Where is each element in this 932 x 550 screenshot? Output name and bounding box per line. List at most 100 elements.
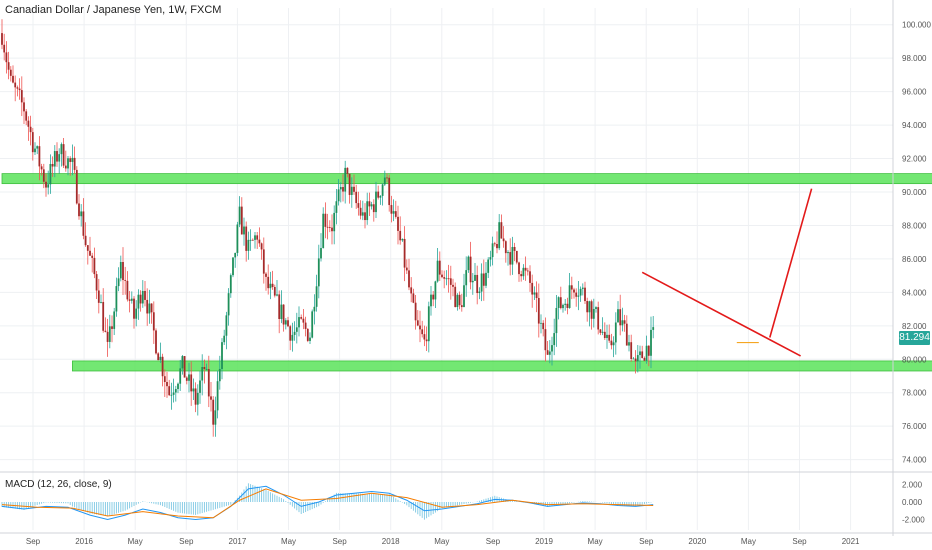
candle [106, 318, 109, 357]
candle [623, 314, 626, 332]
candle [53, 145, 56, 178]
candle-body [331, 227, 333, 232]
candle-body [438, 260, 441, 275]
candle-body [452, 284, 454, 287]
candle [139, 290, 142, 312]
candle [38, 136, 41, 181]
candle-body [432, 294, 435, 300]
candle-body [7, 62, 10, 70]
candle-body [183, 356, 186, 378]
candle-body [247, 239, 250, 251]
candle [458, 291, 461, 310]
candle-body [188, 374, 190, 381]
candle [348, 173, 351, 204]
candle [82, 198, 85, 240]
candle [379, 195, 382, 205]
y-tick-label: 84.000 [902, 288, 927, 297]
candle [537, 283, 540, 338]
candle [368, 192, 371, 216]
candle-body [619, 309, 622, 326]
candle [7, 51, 10, 80]
candle [293, 321, 296, 341]
x-tick-label: 2020 [688, 537, 706, 546]
candle-body [577, 295, 580, 297]
candle [427, 301, 430, 353]
candle [12, 65, 14, 84]
y-tick-label: 74.000 [902, 456, 927, 465]
candle [443, 270, 446, 289]
candle-body [471, 280, 474, 283]
candle [438, 251, 441, 281]
candle [489, 250, 492, 267]
candle-body [628, 342, 630, 346]
candle [355, 184, 358, 209]
candle-body [511, 246, 514, 265]
y-tick-label: 98.000 [902, 54, 927, 63]
y-tick-label: 96.000 [902, 88, 927, 97]
candle [201, 354, 204, 396]
x-tick-label: Sep [332, 537, 347, 546]
candle-body [300, 317, 303, 319]
candle [434, 280, 437, 308]
y-tick-label: 80.000 [902, 355, 927, 364]
candle [188, 362, 190, 393]
candle-body [559, 297, 562, 309]
candle [559, 286, 562, 310]
candle [218, 355, 221, 390]
x-tick-label: May [741, 537, 756, 546]
candle [513, 242, 516, 262]
macd-line [1, 485, 654, 521]
x-tick-label: 2016 [75, 537, 93, 546]
candle-body [608, 334, 611, 341]
candle [463, 273, 465, 308]
candle-body [95, 274, 98, 291]
candle [408, 258, 410, 291]
candle-body [498, 222, 501, 249]
candle [58, 148, 61, 174]
price-zone [1, 173, 932, 185]
candle-body [394, 211, 397, 217]
candle [592, 298, 595, 328]
candle-body [315, 286, 318, 307]
candle [170, 382, 173, 410]
candle [75, 166, 78, 205]
candle-body [507, 252, 509, 254]
x-tick-label: Sep [792, 537, 807, 546]
candle-body [553, 333, 556, 346]
candle [203, 359, 206, 384]
candle-body [73, 157, 76, 170]
candle [401, 238, 404, 242]
candle-body [64, 165, 67, 169]
candle [78, 194, 80, 220]
candle-body [504, 241, 507, 254]
candle-body [410, 287, 413, 294]
candle-body [405, 267, 408, 271]
candle [645, 335, 648, 364]
candle-body [227, 293, 230, 316]
candle [3, 33, 6, 61]
x-tick-label: Sep [179, 537, 194, 546]
candle-body [474, 274, 476, 281]
candle [377, 185, 380, 200]
candle [436, 248, 439, 283]
candle-body [201, 366, 204, 381]
candle [634, 350, 637, 374]
candle [493, 241, 496, 247]
candle [344, 160, 347, 204]
candle [73, 146, 76, 175]
candle-body [113, 311, 116, 329]
candle-body [234, 252, 237, 258]
candle [474, 263, 476, 282]
candle-body [190, 374, 193, 392]
candle [273, 284, 276, 298]
candle-body [436, 260, 439, 282]
candle-body [181, 356, 184, 369]
candle [632, 357, 635, 360]
candle-body [130, 298, 133, 301]
candle [597, 301, 600, 335]
candle [207, 355, 210, 408]
candle-body [485, 272, 487, 286]
candle [298, 306, 300, 337]
candle-body [377, 191, 380, 198]
candle-body [102, 301, 105, 331]
